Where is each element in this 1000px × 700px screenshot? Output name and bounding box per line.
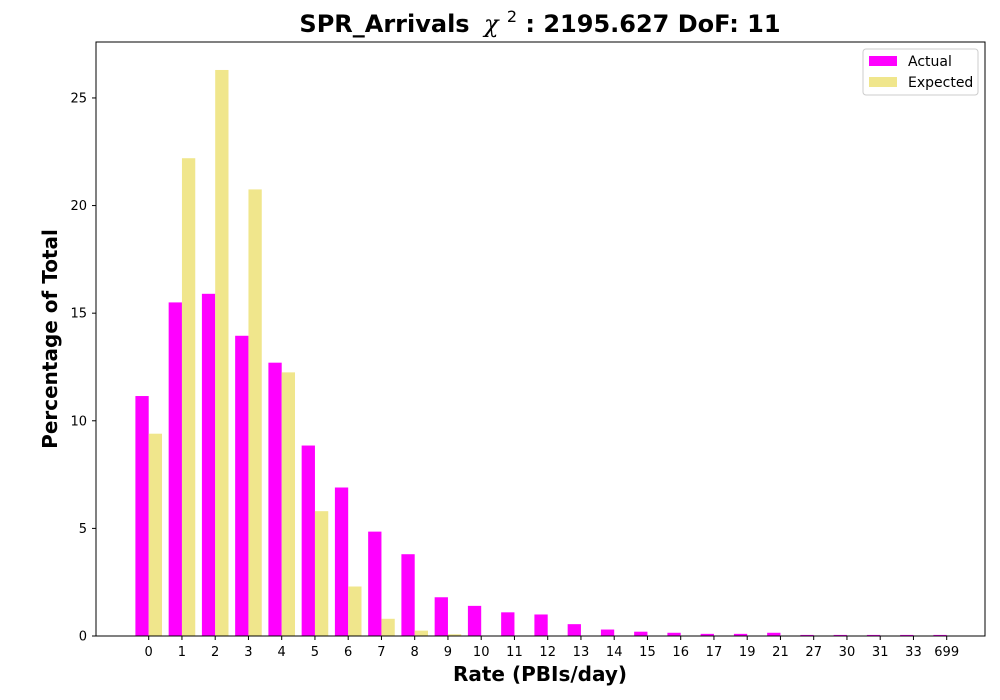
x-tick-label: 14 [606, 645, 623, 660]
bar-actual-8 [401, 554, 415, 636]
x-tick-label: 699 [934, 645, 959, 660]
x-tick-label: 12 [539, 645, 556, 660]
x-tick-label: 0 [145, 645, 153, 660]
bar-actual-0 [135, 396, 149, 636]
bar-actual-27 [800, 634, 814, 636]
legend: Actual Expected [862, 48, 979, 96]
y-tick-label: 15 [70, 307, 87, 322]
bar-expected-2 [215, 69, 229, 636]
y-tick-label: 10 [70, 414, 87, 429]
x-tick-label: 21 [772, 645, 789, 660]
bar-actual-21 [767, 632, 781, 636]
bar-actual-31 [866, 634, 881, 636]
x-axis-label: Rate (PBIs/day) [453, 662, 627, 686]
x-tick-label: 4 [278, 645, 286, 660]
x-tick-label: 13 [573, 645, 590, 660]
x-tick-label: 27 [805, 645, 822, 660]
legend-swatch-actual [869, 56, 897, 66]
bar-actual-13 [567, 624, 581, 636]
bar-actual-5 [301, 445, 315, 636]
bar-expected-0 [148, 433, 162, 636]
title-prefix: SPR_Arrivals [299, 10, 469, 38]
bars-group [135, 69, 947, 636]
x-tick-label: 8 [411, 645, 419, 660]
bar-actual-7 [368, 531, 382, 636]
x-tick-label: 7 [377, 645, 385, 660]
bar-actual-16 [667, 632, 681, 636]
bar-expected-1 [181, 158, 196, 636]
bar-expected-4 [281, 372, 295, 636]
x-tick-label: 1 [178, 645, 186, 660]
x-tick-label: 2 [211, 645, 219, 660]
bar-actual-19 [733, 633, 748, 636]
bar-actual-11 [501, 612, 515, 636]
bar-actual-1 [168, 302, 182, 636]
bar-expected-5 [314, 511, 329, 636]
x-tick-label: 10 [473, 645, 490, 660]
legend-label-actual: Actual [908, 54, 952, 70]
bar-actual-30 [833, 634, 847, 636]
bar-actual-33 [900, 634, 914, 636]
bar-actual-17 [700, 633, 714, 636]
bar-actual-2 [201, 293, 216, 636]
bar-expected-8 [414, 630, 428, 636]
plot-frame [95, 41, 986, 637]
legend-label-expected: Expected [908, 75, 973, 91]
x-tick-label: 17 [706, 645, 723, 660]
title-chi: χ [482, 10, 500, 38]
title-suffix: : 2195.627 DoF: 11 [525, 10, 780, 38]
x-tick-label: 33 [905, 645, 922, 660]
x-tick-label: 15 [639, 645, 656, 660]
x-ticks: 0 1 2 3 4 5 6 7 8 9 10 11 12 13 14 15 16 17 19 21 27 30 31 33 69… [145, 636, 959, 660]
x-tick-label: 19 [739, 645, 756, 660]
y-tick-label: 20 [70, 199, 87, 214]
bar-actual-699 [933, 634, 947, 636]
x-tick-label: 6 [344, 645, 352, 660]
x-tick-label: 3 [244, 645, 252, 660]
bar-expected-7 [381, 618, 395, 636]
bar-actual-4 [268, 362, 282, 636]
y-tick-label: 5 [79, 522, 87, 537]
x-tick-label: 30 [839, 645, 856, 660]
bar-expected-9 [447, 634, 462, 636]
legend-swatch-expected [869, 77, 897, 87]
bar-actual-15 [634, 631, 648, 636]
chart-title: SPR_Arrivals χ 2 : 2195.627 DoF: 11 [299, 0, 780, 38]
bar-actual-10 [467, 605, 482, 636]
x-tick-label: 31 [872, 645, 889, 660]
y-tick-label: 25 [70, 91, 87, 106]
y-tick-label: 0 [79, 630, 87, 645]
bar-expected-6 [348, 586, 362, 636]
y-axis-label: Percentage of Total [38, 229, 62, 449]
x-tick-label: 9 [444, 645, 452, 660]
bar-expected-3 [248, 189, 262, 636]
x-tick-label: 16 [672, 645, 689, 660]
bar-actual-14 [600, 629, 615, 636]
x-tick-label: 11 [506, 645, 523, 660]
y-ticks: 0 5 10 15 20 25 [70, 91, 96, 645]
bar-actual-6 [334, 487, 349, 636]
bar-actual-9 [434, 597, 448, 636]
x-tick-label: 5 [311, 645, 319, 660]
bar-actual-12 [534, 614, 548, 636]
title-sup: 2 [507, 7, 517, 26]
bar-actual-3 [235, 335, 249, 636]
